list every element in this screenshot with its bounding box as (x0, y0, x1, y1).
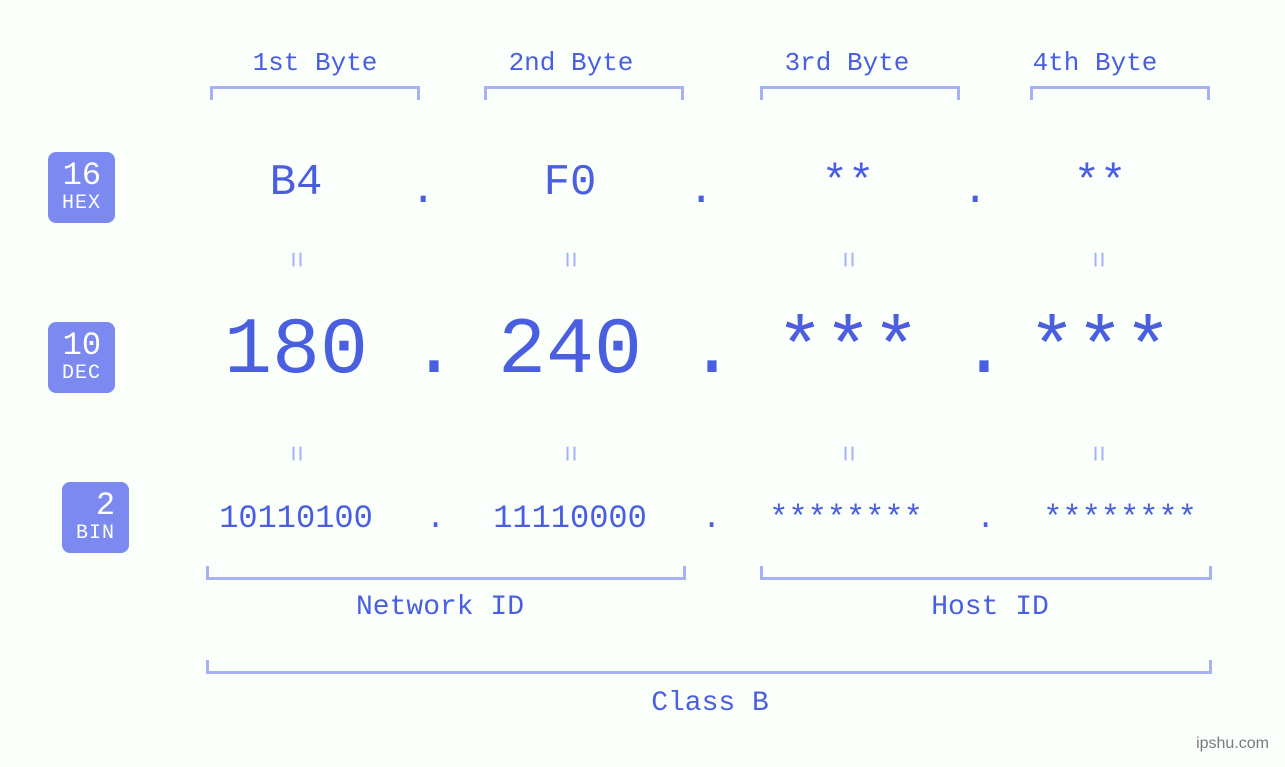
byte-header-3: 3rd Byte (782, 48, 912, 78)
byte-header-4: 4th Byte (1030, 48, 1160, 78)
badge-dec-lbl: DEC (62, 363, 101, 385)
dec-byte-2: 240 (470, 306, 670, 397)
watermark: ipshu.com (1196, 735, 1269, 753)
dec-byte-1: 180 (196, 306, 396, 397)
eq-dec-bin-3: = (831, 445, 862, 462)
bracket-class (206, 660, 1212, 674)
bin-byte-2: 11110000 (460, 500, 680, 537)
hex-dot-2: . (688, 166, 714, 216)
label-network-id: Network ID (330, 592, 550, 623)
bin-byte-4: ******** (1010, 500, 1230, 537)
hex-byte-4: ** (1050, 158, 1150, 208)
eq-hex-dec-2: = (553, 251, 584, 268)
eq-hex-dec-3: = (831, 251, 862, 268)
badge-dec-num: 10 (62, 328, 101, 363)
byte-header-1: 1st Byte (250, 48, 380, 78)
byte-header-2: 2nd Byte (506, 48, 636, 78)
bin-dot-2: . (702, 500, 721, 537)
badge-hex: 16 HEX (48, 152, 115, 223)
eq-dec-bin-1: = (279, 445, 310, 462)
bin-byte-3: ******** (736, 500, 956, 537)
bracket-host-id (760, 566, 1212, 580)
bracket-network-id (206, 566, 686, 580)
dec-byte-3: *** (748, 306, 948, 397)
dec-dot-2: . (688, 306, 736, 397)
dec-byte-4: *** (1000, 306, 1200, 397)
bracket-top-2 (484, 86, 684, 100)
badge-hex-num: 16 (62, 158, 101, 193)
hex-dot-1: . (410, 166, 436, 216)
hex-byte-3: ** (798, 158, 898, 208)
bin-byte-1: 10110100 (186, 500, 406, 537)
eq-dec-bin-2: = (553, 445, 584, 462)
label-host-id: Host ID (880, 592, 1100, 623)
label-class: Class B (600, 688, 820, 719)
badge-bin: 2 BIN (62, 482, 129, 553)
eq-hex-dec-4: = (1081, 251, 1112, 268)
hex-byte-1: B4 (246, 158, 346, 208)
eq-dec-bin-4: = (1081, 445, 1112, 462)
badge-bin-lbl: BIN (76, 523, 115, 545)
eq-hex-dec-1: = (279, 251, 310, 268)
dec-dot-1: . (410, 306, 458, 397)
bracket-top-4 (1030, 86, 1210, 100)
badge-hex-lbl: HEX (62, 193, 101, 215)
bracket-top-1 (210, 86, 420, 100)
badge-dec: 10 DEC (48, 322, 115, 393)
hex-dot-3: . (962, 166, 988, 216)
hex-byte-2: F0 (520, 158, 620, 208)
badge-bin-num: 2 (76, 488, 115, 523)
bin-dot-3: . (976, 500, 995, 537)
bracket-top-3 (760, 86, 960, 100)
bin-dot-1: . (426, 500, 445, 537)
